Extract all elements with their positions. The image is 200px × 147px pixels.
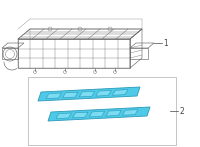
Polygon shape	[106, 110, 121, 116]
Polygon shape	[89, 111, 105, 117]
Polygon shape	[122, 110, 138, 115]
Polygon shape	[112, 90, 128, 95]
Polygon shape	[46, 93, 61, 99]
Polygon shape	[48, 107, 150, 121]
Polygon shape	[96, 90, 111, 96]
Polygon shape	[56, 113, 71, 119]
Text: 1: 1	[163, 39, 168, 47]
Polygon shape	[79, 91, 95, 97]
Text: 2: 2	[179, 106, 184, 116]
Polygon shape	[38, 87, 140, 101]
Polygon shape	[63, 92, 78, 98]
FancyBboxPatch shape	[28, 77, 176, 145]
Polygon shape	[73, 112, 88, 118]
